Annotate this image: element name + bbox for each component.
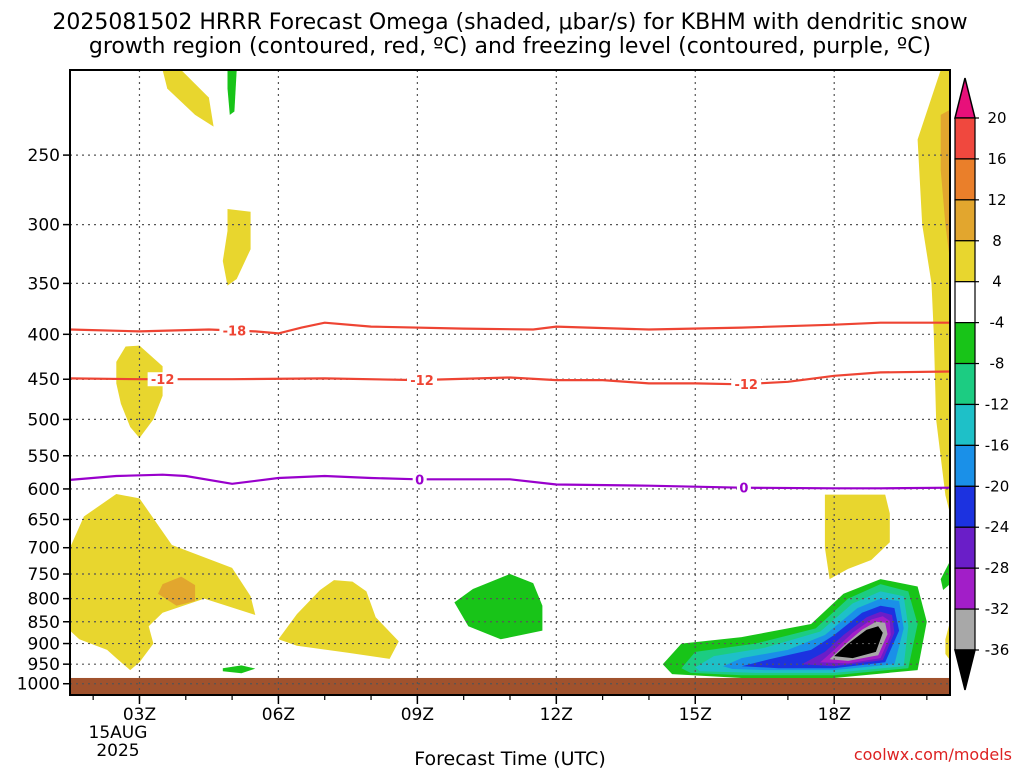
colorbar-label: -16 [985, 436, 1010, 454]
colorbar-top-arrow [954, 77, 976, 119]
contour-label: 0 [739, 482, 748, 497]
colorbar-band [954, 362, 976, 406]
credit-label: coolwx.com/models [854, 745, 1012, 764]
colorbar-label: -36 [985, 641, 1010, 659]
colorbar: 20 16 12 8 4 -4 -8 -12 -16 -20 -24 -28 -32 -36 [954, 77, 1010, 691]
colorbar-label: 12 [987, 191, 1006, 209]
y-tick-label: 350 [28, 274, 60, 294]
x-tick-label: 18Z [818, 705, 851, 725]
colorbar-band [954, 608, 976, 651]
x-tick-label: 06Z [262, 705, 295, 725]
y-tick-label: 300 [28, 216, 60, 236]
colorbar-bottom-arrow [954, 649, 976, 691]
colorbar-label: 4 [992, 273, 1002, 291]
colorbar-band [954, 403, 976, 446]
chart-title-line-1: 2025081502 HRRR Forecast Omega (shaded, … [52, 10, 967, 35]
colorbar-label: -12 [985, 395, 1010, 413]
contour-label: -12 [410, 374, 434, 389]
colorbar-label: 20 [987, 109, 1006, 127]
contour-label: 0 [415, 473, 424, 488]
colorbar-band [954, 199, 976, 242]
contour-line [70, 473, 950, 490]
omega-region [945, 621, 950, 661]
contour-label-bg [407, 372, 437, 387]
colorbar-band [954, 117, 976, 160]
ground-band [70, 677, 950, 695]
contour-label-bg [731, 377, 762, 392]
colorbar-label: -8 [990, 355, 1005, 373]
y-tick-label: 500 [28, 410, 60, 430]
colorbar-label: 16 [987, 150, 1006, 168]
y-axis: 2503003504004505005506006507007508008509… [17, 146, 70, 695]
omega-region [824, 494, 890, 580]
y-tick-label: 600 [28, 480, 60, 500]
y-tick-label: 800 [28, 590, 60, 610]
colorbar-label: -24 [985, 518, 1010, 536]
omega-region [222, 665, 256, 674]
contour-label-bg [147, 372, 178, 387]
colorbar-label: 8 [992, 232, 1002, 250]
contour-label-bg [219, 323, 250, 338]
y-tick-label: 550 [28, 447, 60, 467]
chart-title-line-2: growth region (contoured, red, ºC) and f… [89, 34, 931, 59]
contour-label: -12 [151, 373, 175, 388]
y-tick-label: 850 [28, 613, 60, 633]
colorbar-label: -4 [990, 314, 1005, 332]
contour-label: -18 [223, 325, 247, 340]
y-tick-label: 450 [28, 370, 60, 390]
colorbar-band [954, 526, 976, 569]
colorbar-band [954, 281, 976, 324]
contour-label-bg [412, 472, 427, 487]
contour-layer: -18 -12 -12 -12 0 0 [70, 321, 950, 497]
x-tick-label: 15Z [679, 705, 712, 725]
y-tick-label: 250 [28, 146, 60, 166]
omega-region [278, 580, 399, 659]
y-tick-label: 400 [28, 325, 60, 345]
ground-layer [70, 677, 950, 695]
y-tick-label: 950 [28, 655, 60, 675]
contour-label-bg [736, 480, 751, 495]
colorbar-band [954, 158, 976, 201]
colorbar-band [954, 485, 976, 528]
omega-region [162, 70, 214, 127]
x-tick-label: 09Z [401, 705, 434, 725]
x-date-label-line-1: 15AUG [89, 723, 148, 743]
contour-label: -12 [734, 378, 758, 393]
colorbar-label: -20 [985, 477, 1010, 495]
y-tick-label: 1000 [17, 675, 60, 695]
y-tick-label: 700 [28, 539, 60, 559]
omega-region [70, 494, 256, 671]
y-tick-label: 750 [28, 565, 60, 585]
colorbar-label: -28 [985, 559, 1010, 577]
y-tick-label: 900 [28, 635, 60, 655]
plot-area: -18 -12 -12 -12 0 0 [70, 70, 950, 695]
colorbar-band [954, 444, 976, 487]
colorbar-band [954, 240, 976, 283]
omega-region [940, 561, 950, 590]
colorbar-label: -32 [985, 600, 1010, 618]
omega-region [222, 209, 251, 286]
omega-region [940, 109, 950, 261]
x-tick-label: 12Z [540, 705, 573, 725]
x-axis-label: Forecast Time (UTC) [414, 748, 605, 768]
omega-region [834, 626, 883, 659]
omega-region [227, 70, 237, 115]
colorbar-band [954, 322, 976, 365]
y-tick-label: 650 [28, 510, 60, 530]
x-tick-label: 03Z [123, 705, 156, 725]
colorbar-band [954, 567, 976, 610]
x-date-label-line-2: 2025 [96, 741, 139, 761]
omega-region [454, 574, 543, 640]
contour-line [70, 370, 950, 386]
x-axis: 03Z 06Z 09Z 12Z 15Z 18Z [92, 695, 928, 725]
omega-region [116, 345, 163, 438]
